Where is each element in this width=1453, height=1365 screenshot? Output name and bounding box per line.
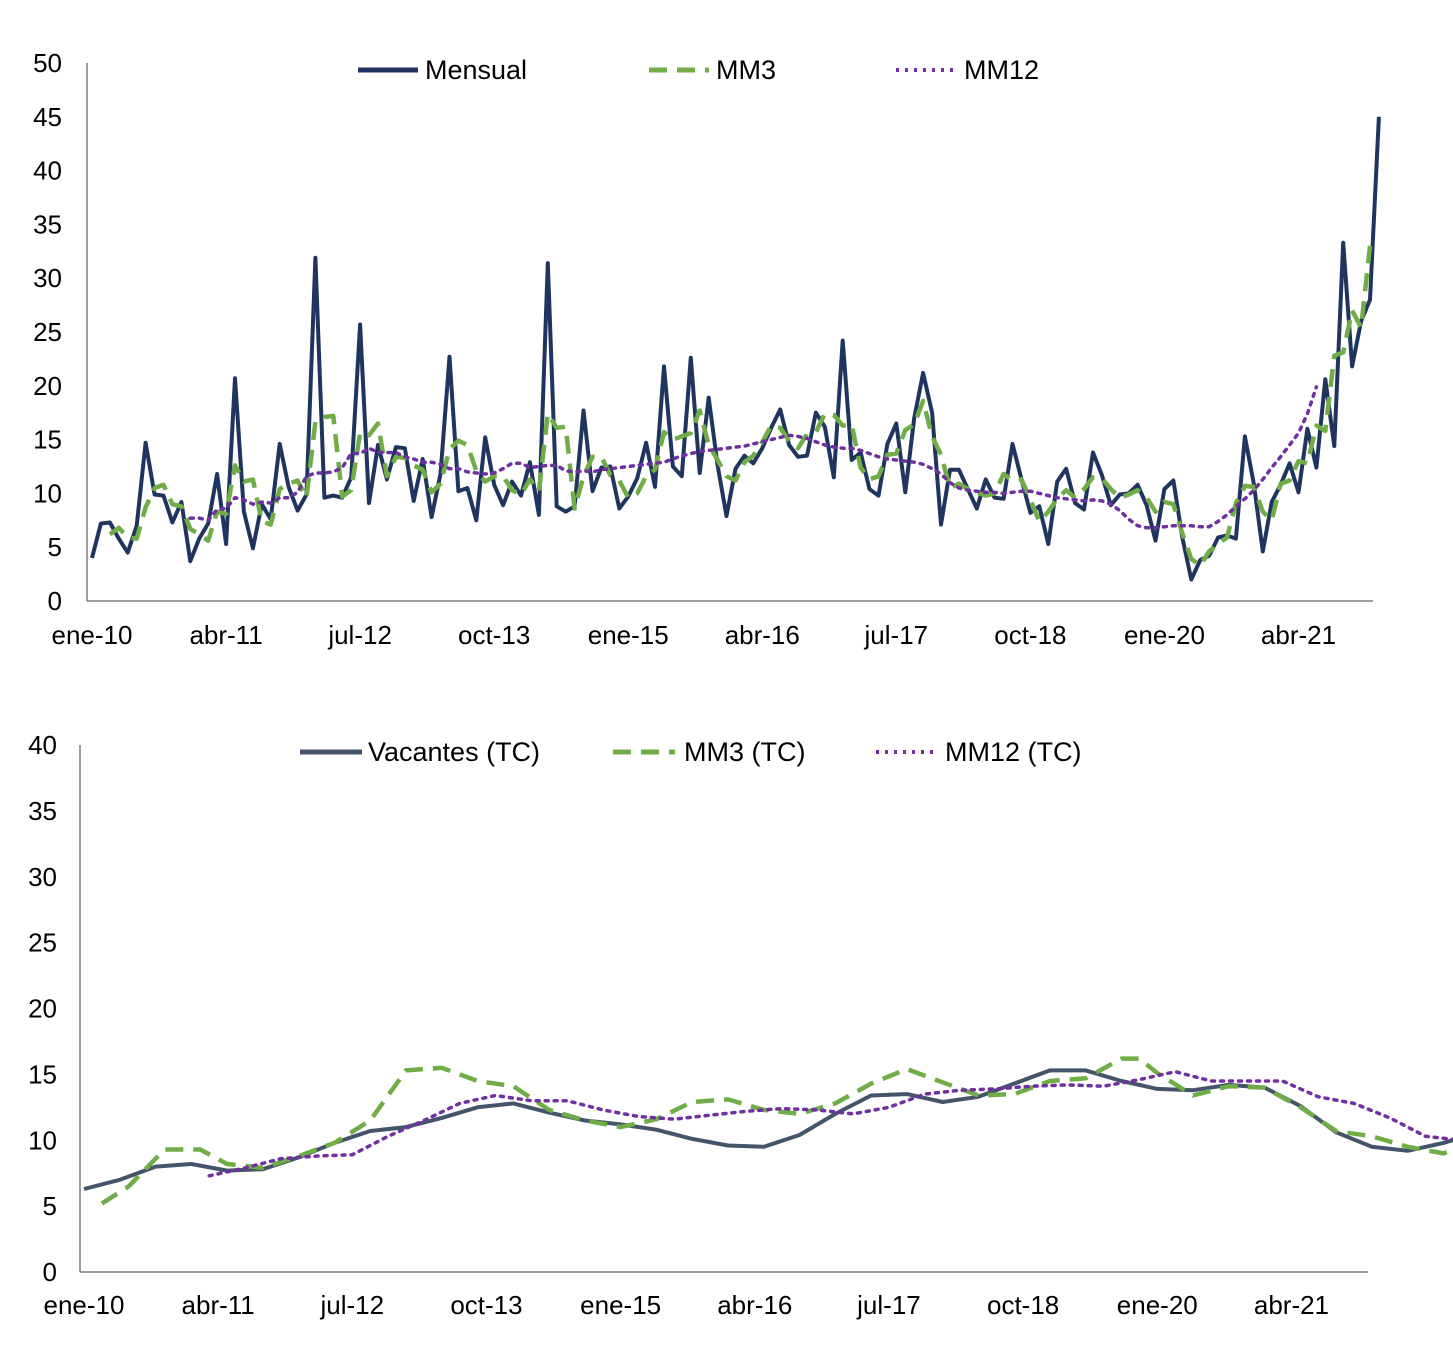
legend-label-mm12: MM12 — [964, 55, 1039, 85]
legend-label-mensual: Mensual — [425, 55, 527, 85]
x-tick-label: abr-21 — [1254, 1290, 1329, 1320]
y-tick-label: 10 — [33, 478, 62, 508]
chart-vacancies-trend-cycle: Vacantes (TC) MM3 (TC) MM12 (TC) 0 5 10 15 2… — [0, 680, 1453, 1365]
x-tick-label: abr-16 — [725, 620, 800, 650]
x-tick-label: ene-15 — [580, 1290, 661, 1320]
series-line-vacantes-tc — [83, 1068, 1453, 1191]
y-tick-label: 35 — [33, 209, 62, 239]
y-tick-label: 45 — [33, 102, 62, 132]
y-tick-label: 15 — [28, 1059, 57, 1089]
legend-label-mm3-tc: MM3 (TC) — [684, 737, 805, 767]
y-tick-label: 5 — [48, 532, 62, 562]
legend: Mensual MM3 MM12 — [358, 55, 1039, 85]
legend-label-vacantes-tc: Vacantes (TC) — [368, 737, 540, 767]
series-line-mm12 — [188, 385, 1319, 530]
x-tick-label: abr-11 — [189, 620, 262, 650]
x-tick-label: abr-11 — [182, 1290, 255, 1320]
y-tick-label: 30 — [28, 862, 57, 892]
legend-label-mm3: MM3 — [716, 55, 776, 85]
y-tick-label: 0 — [43, 1257, 57, 1287]
legend-label-mm12-tc: MM12 (TC) — [945, 737, 1082, 767]
x-tick-label: abr-16 — [717, 1290, 792, 1320]
legend: Vacantes (TC) MM3 (TC) MM12 (TC) — [300, 737, 1082, 767]
x-tick-label: jul-12 — [327, 620, 392, 650]
x-tick-label: oct-13 — [450, 1290, 522, 1320]
chart-vacancies-trend-cycle-svg: Vacantes (TC) MM3 (TC) MM12 (TC) 0 5 10 15 2… — [28, 730, 1453, 1320]
x-tick-label: ene-15 — [588, 620, 669, 650]
x-tick-label: ene-20 — [1124, 620, 1205, 650]
y-tick-label: 5 — [43, 1191, 57, 1221]
x-tick-label: oct-18 — [994, 620, 1066, 650]
y-tick-label: 20 — [28, 994, 57, 1024]
y-tick-label: 0 — [48, 586, 62, 616]
series-line-mm3-tc — [100, 1056, 1453, 1206]
y-tick-label: 20 — [33, 371, 62, 401]
y-tick-label: 25 — [28, 928, 57, 958]
y-tick-label: 40 — [28, 730, 57, 760]
x-tick-label: oct-18 — [987, 1290, 1059, 1320]
y-tick-label: 10 — [28, 1125, 57, 1155]
x-tick-label: ene-20 — [1117, 1290, 1198, 1320]
y-tick-label: 25 — [33, 317, 62, 347]
y-tick-label: 40 — [33, 156, 62, 186]
y-tick-label: 15 — [33, 425, 62, 455]
x-tick-label: oct-13 — [458, 620, 530, 650]
x-tick-label: ene-10 — [44, 1290, 125, 1320]
y-tick-label: 35 — [28, 796, 57, 826]
x-tick-label: jul-17 — [856, 1290, 921, 1320]
chart-monthly-vacancies: Mensual MM3 MM12 0 5 10 15 20 25 30 35 40 45 50 ene… — [33, 48, 1381, 650]
y-tick-label: 30 — [33, 263, 62, 293]
y-tick-label: 50 — [33, 48, 62, 78]
chart-monthly-vacancies-svg: Mensual MM3 MM12 0 5 10 15 20 25 30 35 40 45 50 ene… — [33, 48, 1381, 650]
series-line-mm12-tc — [207, 1069, 1453, 1178]
x-tick-label: abr-21 — [1261, 620, 1336, 650]
series-line-mensual — [90, 116, 1381, 582]
x-tick-label: jul-17 — [864, 620, 929, 650]
x-tick-label: jul-12 — [320, 1290, 385, 1320]
x-tick-label: ene-10 — [52, 620, 133, 650]
